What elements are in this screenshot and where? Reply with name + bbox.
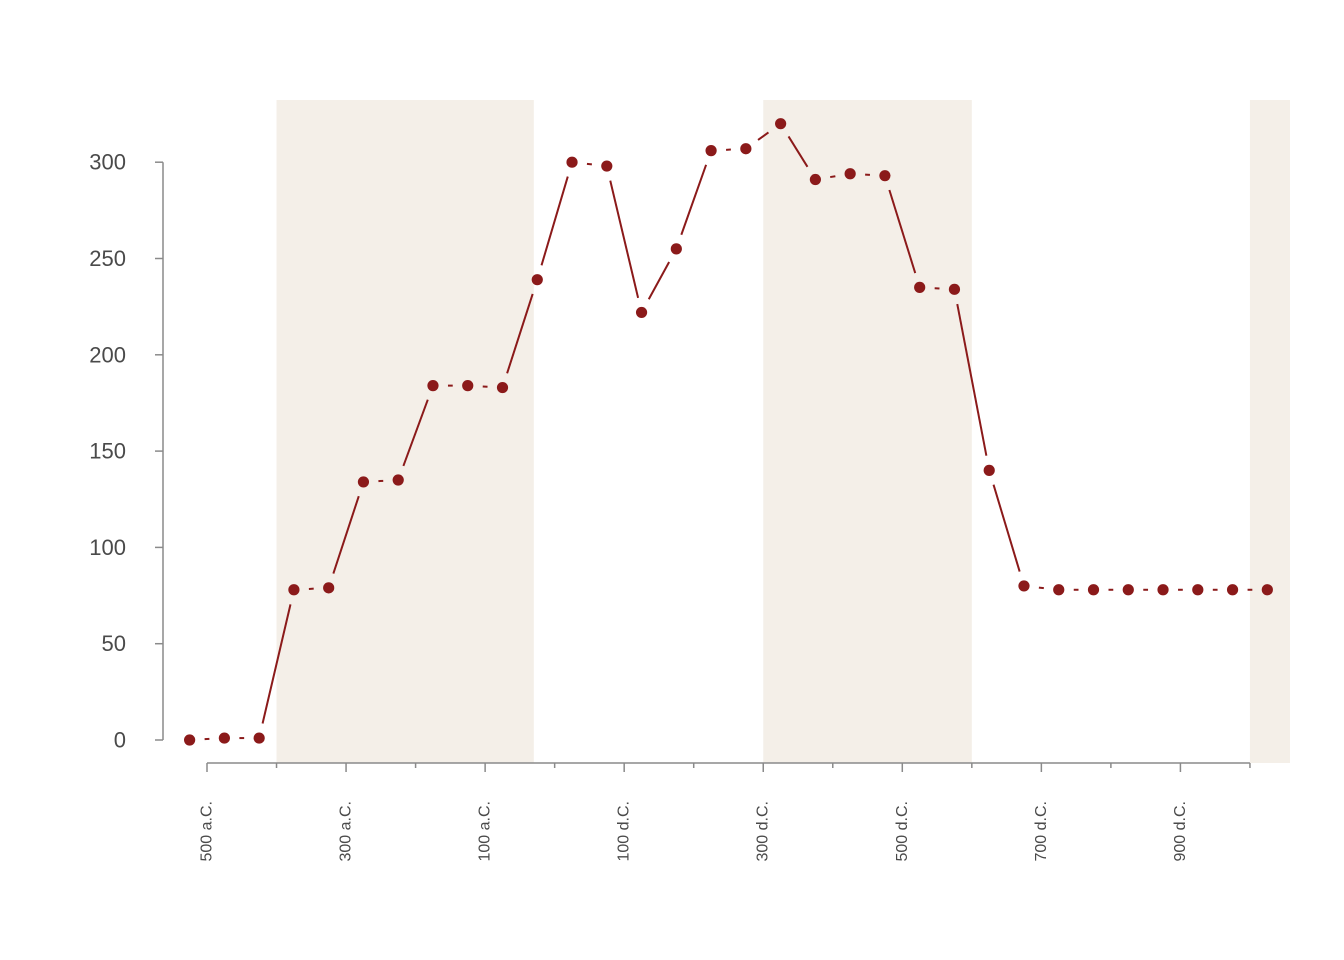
y-tick-label: 250 <box>89 246 126 271</box>
x-axis: 500 a.C. 300 a.C. 100 a.C. 100 d.C. 300 d.C.… <box>199 762 1251 861</box>
data-point <box>1018 580 1030 592</box>
series-segment <box>402 399 429 467</box>
data-point <box>948 283 961 295</box>
series-segment <box>586 162 592 166</box>
data-point <box>844 168 856 180</box>
series-segment <box>332 495 360 574</box>
x-tick-label: 500 d.C. <box>894 801 911 861</box>
data-point <box>1053 584 1065 596</box>
y-tick-label: 0 <box>114 728 126 753</box>
shaded-period-0 <box>276 100 534 763</box>
y-tick-label: 200 <box>89 342 126 367</box>
y-tick-label: 150 <box>89 439 126 464</box>
data-point <box>775 118 787 130</box>
series-segment <box>787 135 809 168</box>
series-segment <box>540 176 569 266</box>
series-segment <box>830 175 836 179</box>
data-point <box>184 734 196 746</box>
data-point <box>1087 584 1100 596</box>
shaded-period-1 <box>763 100 972 763</box>
series-points <box>184 118 1273 746</box>
x-tick-label: 100 d.C. <box>616 801 633 861</box>
series-segment <box>647 261 671 300</box>
data-point <box>427 380 439 392</box>
data-point <box>670 243 682 255</box>
data-point <box>496 381 509 394</box>
x-tick-label: 900 d.C. <box>1172 801 1189 861</box>
data-point <box>1226 584 1239 596</box>
data-point <box>740 143 752 155</box>
x-tick-label: 700 d.C. <box>1033 801 1050 861</box>
shaded-periods <box>276 100 1290 763</box>
x-tick-label: 500 a.C. <box>199 801 216 861</box>
data-point <box>462 380 474 392</box>
data-point <box>1261 584 1273 596</box>
data-point <box>809 173 821 186</box>
data-point <box>253 732 265 744</box>
y-tick-label: 300 <box>89 150 126 175</box>
y-tick-label: 100 <box>89 535 126 560</box>
data-point <box>1122 584 1134 596</box>
data-point <box>635 306 648 319</box>
data-point <box>288 584 300 596</box>
data-point <box>323 582 335 594</box>
series-segment <box>1038 586 1044 590</box>
x-tick-label: 300 d.C. <box>755 801 772 861</box>
data-point <box>566 156 578 168</box>
series-segment <box>888 189 917 274</box>
data-point <box>531 274 543 286</box>
data-point <box>218 732 230 744</box>
y-axis: 0 50 100 150 200 250 300 <box>89 150 164 753</box>
data-point <box>1157 584 1169 596</box>
data-point <box>983 464 995 476</box>
data-point <box>914 281 926 293</box>
series-segment <box>261 604 292 724</box>
x-tick-label: 300 a.C. <box>338 801 355 861</box>
series-segment <box>992 484 1021 572</box>
data-point <box>1192 584 1204 596</box>
series-segment <box>506 293 534 374</box>
y-tick-label: 50 <box>102 631 126 656</box>
data-point <box>601 160 613 172</box>
series-segment <box>609 180 640 299</box>
data-point <box>705 145 717 157</box>
data-point <box>357 476 370 488</box>
x-tick-label: 100 a.C. <box>477 801 494 861</box>
data-point <box>392 474 404 486</box>
series-segment <box>680 164 708 236</box>
series-line <box>204 131 1253 741</box>
series-segment <box>757 131 770 141</box>
data-point <box>879 170 891 182</box>
series-segment <box>956 303 988 456</box>
shaded-period-2 <box>1249 100 1290 763</box>
